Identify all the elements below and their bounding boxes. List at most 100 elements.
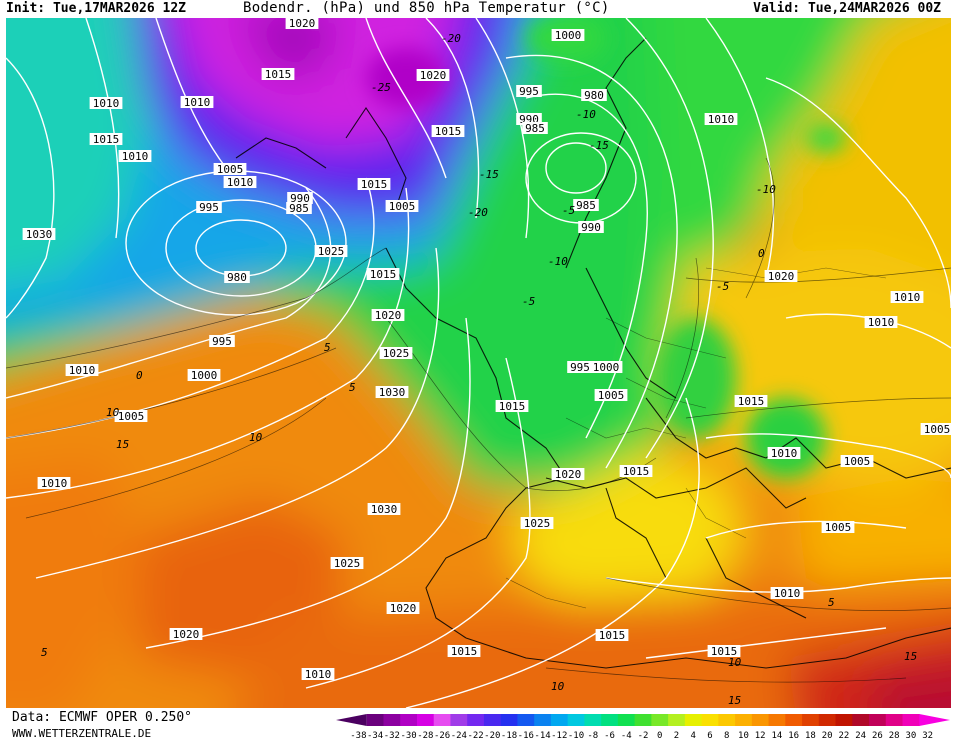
isobar-label: 995 — [567, 361, 593, 374]
svg-text:1010: 1010 — [774, 587, 801, 600]
temperature-label: 5 — [828, 596, 835, 609]
svg-text:1015: 1015 — [738, 395, 765, 408]
svg-text:1010: 1010 — [708, 113, 735, 126]
isobar-label: 1010 — [771, 587, 804, 600]
isobar-label: 1015 — [496, 400, 529, 413]
legend-swatch — [903, 714, 920, 726]
legend-label: 18 — [805, 731, 816, 741]
temperature-label: -15 — [589, 139, 609, 152]
legend-swatch — [769, 714, 786, 726]
legend-label: 22 — [838, 731, 849, 741]
svg-text:1015: 1015 — [499, 400, 526, 413]
svg-text:1010: 1010 — [93, 97, 120, 110]
legend-label: 28 — [889, 731, 900, 741]
isobar-label: 1010 — [224, 176, 257, 189]
isobar-label: 990 — [578, 221, 604, 234]
legend-swatch — [501, 714, 518, 726]
init-time-label: Init: Tue,17MAR2026 12Z — [6, 1, 186, 16]
isobar-label: 1000 — [590, 361, 623, 374]
legend-swatch — [802, 714, 819, 726]
temperature-label: -25 — [371, 81, 391, 94]
legend-label: 0 — [657, 731, 662, 741]
website-label: WWW.WETTERZENTRALE.DE — [12, 727, 151, 740]
svg-text:1010: 1010 — [771, 447, 798, 460]
temperature-label: 15 — [116, 438, 129, 451]
isobar-label: 1010 — [768, 447, 801, 460]
svg-text:1030: 1030 — [379, 386, 406, 399]
legend-label: 2 — [674, 731, 679, 741]
legend-label: -8 — [587, 731, 598, 741]
svg-text:1015: 1015 — [435, 125, 462, 138]
isobar-label: 1015 — [596, 629, 629, 642]
svg-text:995: 995 — [570, 361, 590, 374]
temperature-label: -10 — [548, 255, 568, 268]
temperature-label: -10 — [756, 183, 776, 196]
legend-swatch — [651, 714, 668, 726]
legend-swatch — [635, 714, 652, 726]
legend-swatch — [886, 714, 903, 726]
isobar-label: 1005 — [822, 521, 855, 534]
isobar-label: 1015 — [620, 465, 653, 478]
temperature-label: -20 — [441, 32, 461, 45]
svg-text:1005: 1005 — [924, 423, 951, 436]
isobar-label: 1010 — [302, 668, 335, 681]
isobar-label: 985 — [286, 202, 312, 215]
legend-label: 6 — [707, 731, 712, 741]
temperature-legend: -38 -34 -32 -30 -28 -26 -24 -22 -20 -18 -16 -14 -12-… — [336, 713, 956, 741]
temperature-label: 10 — [249, 431, 263, 444]
temperature-label: -5 — [562, 204, 575, 217]
legend-label: -22 — [467, 731, 483, 741]
isobar-label: 1010 — [66, 364, 99, 377]
legend-swatch — [702, 714, 719, 726]
isobar-label: 980 — [224, 271, 250, 284]
svg-text:985: 985 — [525, 122, 545, 135]
isobar-label: 1000 — [552, 29, 585, 42]
temperature-label: -15 — [479, 168, 499, 181]
svg-text:1015: 1015 — [370, 268, 397, 281]
svg-text:1015: 1015 — [93, 133, 120, 146]
svg-text:980: 980 — [584, 89, 604, 102]
legend-label: 14 — [772, 731, 783, 741]
legend-swatch — [819, 714, 836, 726]
legend-swatch — [534, 714, 551, 726]
temperature-label: 0 — [136, 369, 143, 382]
legend-label: -38 — [350, 731, 366, 741]
svg-text:1000: 1000 — [555, 29, 582, 42]
svg-text:1005: 1005 — [389, 200, 416, 213]
isobar-label: 1015 — [358, 178, 391, 191]
svg-text:1030: 1030 — [371, 503, 398, 516]
isobar-label: 1010 — [865, 316, 898, 329]
isobar-label: 1020 — [417, 69, 450, 82]
legend-swatch — [735, 714, 752, 726]
legend-label: -14 — [534, 731, 550, 741]
svg-text:980: 980 — [227, 271, 247, 284]
svg-text:1000: 1000 — [593, 361, 620, 374]
legend-swatch — [417, 714, 434, 726]
legend-swatch — [618, 714, 635, 726]
temperature-label: 10 — [728, 656, 742, 669]
isobar-label: 1020 — [372, 309, 405, 322]
svg-text:985: 985 — [576, 199, 596, 212]
legend-label: 8 — [724, 731, 729, 741]
temperature-label: 0 — [758, 247, 765, 260]
temperature-label: 5 — [41, 646, 48, 659]
legend-label: -30 — [400, 731, 416, 741]
svg-text:1020: 1020 — [390, 602, 417, 615]
isobar-label: 1015 — [367, 268, 400, 281]
legend-swatch — [836, 714, 853, 726]
legend-swatch — [718, 714, 735, 726]
svg-text:1025: 1025 — [334, 557, 361, 570]
svg-text:990: 990 — [581, 221, 601, 234]
isobar-label: 1015 — [448, 645, 481, 658]
weather-map: 1020 1000 1015 1020 1010 1010 1015 995 980 1015 10… — [6, 18, 951, 708]
legend-swatch — [517, 714, 534, 726]
temperature-label: -5 — [716, 280, 729, 293]
legend-label: -12 — [551, 731, 567, 741]
temperature-label: 10 — [551, 680, 565, 693]
legend-swatch — [551, 714, 568, 726]
isobar-label: 980 — [581, 89, 607, 102]
footer-bar: Data: ECMWF OPER 0.250° WWW.WETTERZENTRA… — [0, 708, 959, 741]
svg-text:995: 995 — [199, 201, 219, 214]
temperature-label: 15 — [904, 650, 917, 663]
